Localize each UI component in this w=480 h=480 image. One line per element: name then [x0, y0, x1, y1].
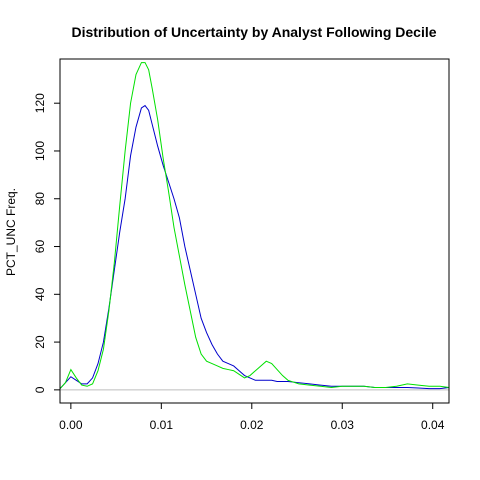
y-tick-label: 60: [33, 240, 47, 254]
x-tick-label: 0.03: [331, 418, 355, 432]
x-tick-label: 0.01: [150, 418, 174, 432]
plot-frame: [59, 58, 450, 404]
plot-area: [59, 62, 450, 391]
x-tick-label: 0.00: [59, 418, 83, 432]
y-axis-label: PCT_UNC Freq.: [4, 188, 18, 276]
y-tick-label: 100: [33, 141, 47, 161]
series-line-2: [59, 62, 450, 390]
x-tick-label: 0.04: [421, 418, 445, 432]
y-tick-label: 40: [33, 287, 47, 301]
y-tick-label: 0: [33, 386, 47, 393]
y-tick-label: 20: [33, 335, 47, 349]
axes: 0.00 0.01 0.02 0.03 0.04 0 20 40 60 80 100 120: [33, 93, 445, 432]
y-tick-label: 80: [33, 192, 47, 206]
x-tick-label: 0.02: [240, 418, 264, 432]
chart-title: Distribution of Uncertainty by Analyst F…: [71, 24, 436, 40]
series-line-1: [59, 104, 450, 390]
y-tick-label: 120: [33, 93, 47, 113]
